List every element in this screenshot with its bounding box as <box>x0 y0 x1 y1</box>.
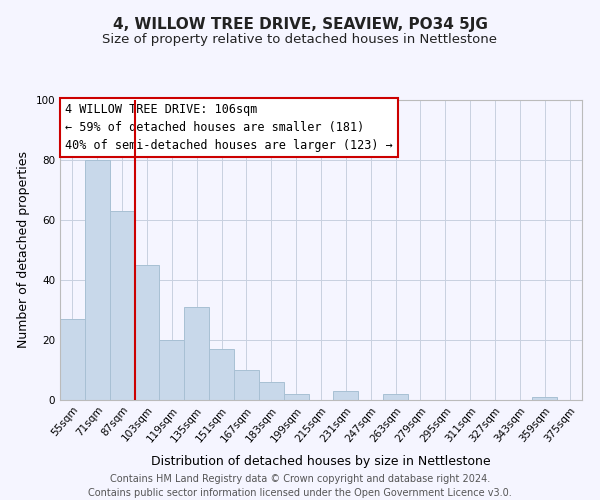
Bar <box>334 391 358 400</box>
Bar <box>85 160 110 400</box>
Text: 4, WILLOW TREE DRIVE, SEAVIEW, PO34 5JG: 4, WILLOW TREE DRIVE, SEAVIEW, PO34 5JG <box>113 18 487 32</box>
Bar <box>532 397 557 400</box>
Bar <box>259 382 284 400</box>
Y-axis label: Number of detached properties: Number of detached properties <box>17 152 30 348</box>
Bar <box>234 370 259 400</box>
Bar <box>134 265 160 400</box>
Bar <box>383 394 408 400</box>
Text: Contains HM Land Registry data © Crown copyright and database right 2024.
Contai: Contains HM Land Registry data © Crown c… <box>88 474 512 498</box>
Bar <box>184 307 209 400</box>
Text: Size of property relative to detached houses in Nettlestone: Size of property relative to detached ho… <box>103 32 497 46</box>
X-axis label: Distribution of detached houses by size in Nettlestone: Distribution of detached houses by size … <box>151 454 491 468</box>
Bar <box>60 319 85 400</box>
Bar <box>209 349 234 400</box>
Text: 4 WILLOW TREE DRIVE: 106sqm
← 59% of detached houses are smaller (181)
40% of se: 4 WILLOW TREE DRIVE: 106sqm ← 59% of det… <box>65 103 393 152</box>
Bar <box>110 211 134 400</box>
Bar <box>160 340 184 400</box>
Bar <box>284 394 308 400</box>
